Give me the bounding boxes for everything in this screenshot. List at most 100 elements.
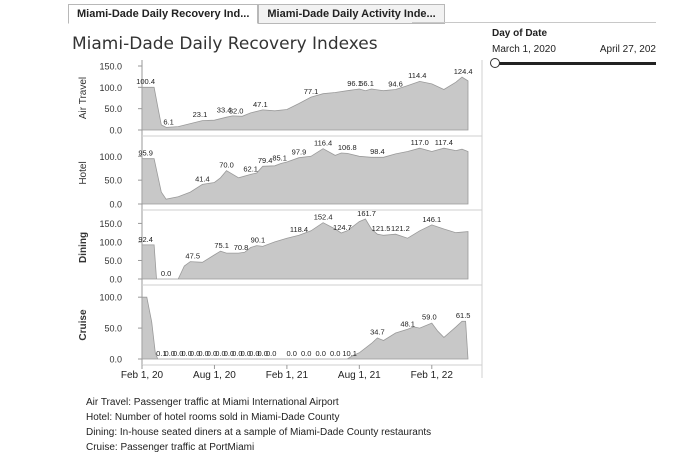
cruise-data-label: 0.0	[224, 349, 234, 358]
dining-data-label: 146.1	[422, 215, 441, 224]
dining-data-label: 0.0	[161, 269, 171, 278]
air-travel-data-label: 96.1	[347, 79, 362, 88]
cruise-data-label: 0.1	[156, 349, 166, 358]
dining-data-label: 90.1	[251, 236, 266, 245]
tab-recovery-indexes[interactable]: Miami-Dade Daily Recovery Ind...	[68, 4, 259, 24]
air-travel-ytick-label: 150.0	[99, 62, 122, 72]
air-travel-data-label: 77.1	[304, 87, 319, 96]
air-travel-data-label: 23.1	[193, 110, 208, 119]
date-range-slider[interactable]	[490, 57, 656, 71]
dining-data-label: 70.8	[234, 243, 249, 252]
date-filter-end: April 27, 202	[599, 44, 656, 55]
cruise-data-label: 0.0	[181, 349, 191, 358]
air-travel-area	[141, 76, 469, 131]
air-travel-data-label: 94.6	[388, 80, 403, 89]
dining-data-label: 124.7	[333, 223, 352, 232]
hotel-ytick-label: 50.0	[104, 176, 122, 186]
cruise-ytick-label: 0.0	[109, 355, 122, 365]
cruise-data-label: 0.0	[232, 349, 242, 358]
hotel-panel-label: Hotel	[78, 161, 89, 184]
dining-ytick-label: 150.0	[99, 219, 122, 229]
air-travel-data-label: 114.4	[408, 71, 426, 80]
recovery-chart: 0.0 50.0 100.0 150.0 Air Travel 100.4 6.1 23.1 3…	[78, 60, 483, 381]
hotel-data-label: 98.4	[370, 147, 385, 156]
air-travel-ytick-label: 50.0	[104, 104, 122, 114]
cruise-data-label: 0.0	[165, 349, 175, 358]
tab-activity-indexes[interactable]: Miami-Dade Daily Activity Inde...	[258, 4, 445, 24]
dining-panel-label: Dining	[78, 232, 89, 263]
air-travel-data-label: 56.1	[359, 79, 374, 88]
note-hotel: Hotel: Number of hotel rooms sold in Mia…	[86, 412, 340, 423]
cruise-data-label: 0.0	[315, 349, 325, 358]
cruise-data-label: 0.0	[266, 349, 276, 358]
slider-handle[interactable]	[490, 58, 500, 68]
hotel-data-label: 116.4	[314, 138, 332, 147]
cruise-data-label: 0.0	[173, 349, 183, 358]
hotel-ytick-label: 100.0	[99, 152, 122, 162]
hotel-data-label: 41.4	[195, 174, 210, 183]
air-travel-panel-label: Air Travel	[78, 77, 89, 119]
dining-data-label: 47.5	[185, 251, 200, 260]
x-tick-label: Feb 1, 20	[121, 370, 164, 381]
cruise-ytick-label: 100.0	[99, 293, 122, 303]
date-filter-title: Day of Date	[492, 28, 548, 39]
cruise-data-label: 59.0	[422, 313, 437, 322]
note-cruise: Cruise: Passenger traffic at PortMiami	[86, 442, 255, 453]
hotel-data-label: 117.4	[435, 138, 453, 147]
air-travel-ytick-label: 100.0	[99, 83, 122, 93]
hotel-data-label: 106.8	[338, 143, 357, 152]
note-dining: Dining: In-house seated diners at a samp…	[86, 427, 432, 438]
hotel-data-label: 79.4	[258, 156, 273, 165]
dining-data-label: 161.7	[357, 209, 376, 218]
air-travel-ytick-label: 0.0	[109, 126, 122, 136]
cruise-data-label: 0.0	[330, 349, 340, 358]
dining-data-label: 118.4	[290, 225, 308, 234]
dining-ytick-label: 0.0	[109, 275, 122, 285]
dining-data-label: 121.2	[391, 224, 410, 233]
cruise-data-label: 48.1	[400, 319, 415, 328]
hotel-area	[141, 147, 469, 205]
air-travel-data-label: 33.4	[217, 106, 232, 115]
dining-data-label: 152.4	[314, 213, 333, 222]
air-travel-data-label: 32.0	[229, 106, 244, 115]
cruise-data-label: 61.5	[456, 311, 471, 320]
note-air-travel: Air Travel: Passenger traffic at Miami I…	[86, 397, 339, 408]
hotel-data-label: 62.1	[243, 164, 258, 173]
cruise-data-label: 0.0	[215, 349, 225, 358]
dining-data-label: 121.5	[372, 224, 391, 233]
hotel-data-label: 70.0	[219, 161, 234, 170]
dining-ytick-label: 50.0	[104, 256, 122, 266]
cruise-area	[141, 296, 469, 360]
dining-data-label: 92.4	[138, 235, 153, 244]
cruise-panel-label: Cruise	[78, 309, 89, 341]
hotel-data-label: 95.9	[138, 148, 153, 157]
dining-area	[141, 218, 469, 280]
cruise-data-label: 0.0	[198, 349, 208, 358]
air-travel-data-label: 6.1	[163, 117, 173, 126]
dining-data-label: 75.1	[214, 241, 229, 250]
chart-notes: Air Travel: Passenger traffic at Miami I…	[86, 395, 431, 455]
hotel-data-label: 85.1	[272, 153, 287, 162]
hotel-data-label: 117.0	[411, 138, 429, 147]
x-tick-label: Aug 1, 21	[338, 370, 381, 381]
cruise-data-label: 0.0	[301, 349, 311, 358]
dashboard-title: Miami-Dade Daily Recovery Indexes	[72, 34, 378, 54]
tab-divider	[412, 22, 656, 23]
slider-track	[496, 62, 656, 65]
hotel-data-label: 97.9	[292, 147, 307, 156]
cruise-data-label: 0.0	[190, 349, 200, 358]
cruise-ytick-label: 50.0	[104, 324, 122, 334]
air-travel-data-label: 100.4	[136, 77, 155, 86]
cruise-data-label: 0.0	[241, 349, 251, 358]
cruise-data-label: 0.0	[286, 349, 296, 358]
cruise-data-label: 10.1	[342, 349, 357, 358]
cruise-data-label: 0.0	[249, 349, 259, 358]
tab-bar: Miami-Dade Daily Recovery Ind... Miami-D…	[68, 4, 445, 24]
hotel-ytick-label: 0.0	[109, 200, 122, 210]
x-tick-label: Feb 1, 22	[411, 370, 454, 381]
cruise-data-label: 0.0	[207, 349, 217, 358]
air-travel-data-label: 47.1	[253, 100, 268, 109]
x-tick-label: Feb 1, 21	[266, 370, 309, 381]
cruise-data-label: 34.7	[370, 328, 385, 337]
date-filter-start: March 1, 2020	[492, 44, 556, 55]
